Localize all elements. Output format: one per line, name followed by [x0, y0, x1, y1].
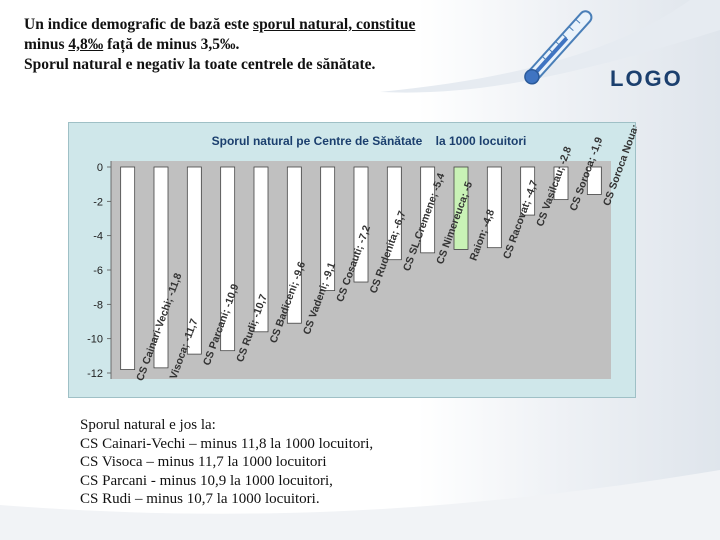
bar	[153, 166, 169, 369]
y-tick-label: -2	[93, 196, 103, 208]
bar	[586, 166, 602, 195]
bar	[186, 166, 202, 355]
notes-line: CS Visoca – minus 11,7 la 1000 locuitori	[80, 454, 327, 470]
notes-line: CS Cainari-Vechi – minus 11,8 la 1000 lo…	[80, 435, 374, 452]
bar	[420, 166, 436, 254]
y-tick-label: -8	[93, 299, 103, 311]
y-tick-label: -10	[87, 334, 103, 346]
y-tick-label: -6	[93, 265, 103, 277]
heading-line-1: Un indice demografic de bază este sporul…	[24, 15, 544, 35]
chart-title: Sporul natural pe Centre de Sănătate la …	[212, 134, 527, 148]
notes-line: CS Rudi – minus 10,7 la 1000 locuitori.	[80, 491, 320, 507]
heading-line-2-underlined: 4,8‰	[68, 36, 104, 53]
bar	[520, 166, 536, 216]
heading-line-1-text: Un indice demografic de bază este	[24, 16, 254, 33]
bar	[453, 166, 469, 250]
slide-heading: Un indice demografic de bază este sporul…	[24, 15, 544, 75]
bars	[120, 166, 602, 370]
bar	[320, 166, 336, 291]
bar-chart: Sporul natural pe Centre de Sănătate la …	[87, 123, 637, 383]
bar	[220, 166, 236, 352]
notes-line: CS Parcani - minus 10,9 la 1000 locuitor…	[80, 472, 333, 489]
y-tick-label: -4	[93, 231, 103, 243]
y-tick-label: -12	[87, 368, 103, 380]
bar	[286, 166, 302, 324]
bar	[120, 166, 136, 370]
notes-block: Sporul natural e jos la: CS Cainari-Vech…	[80, 416, 560, 509]
heading-line-2-text: minus	[24, 36, 69, 53]
y-tick-label: 0	[97, 162, 103, 174]
notes-line: Sporul natural e jos la:	[80, 417, 216, 433]
heading-line-1-underlined: sporul natural, constitue	[253, 16, 416, 33]
bar	[253, 166, 269, 333]
logo: LOGO	[610, 66, 683, 91]
bar	[486, 166, 502, 249]
heading-line-2-post: față de minus 3,5‰.	[103, 36, 240, 53]
bar	[386, 166, 402, 261]
y-axis: 0 -2 -4 -6 -8 -10 -12	[87, 161, 112, 380]
bar	[553, 166, 569, 201]
bar	[353, 166, 369, 283]
heading-line-3: Sporul natural e negativ la toate centre…	[24, 56, 376, 73]
chart-container: Sporul natural pe Centre de Sănătate la …	[68, 122, 637, 398]
heading-line-2: minus 4,8‰ față de minus 3,5‰.	[24, 35, 544, 55]
thermometer-icon	[524, 10, 593, 85]
